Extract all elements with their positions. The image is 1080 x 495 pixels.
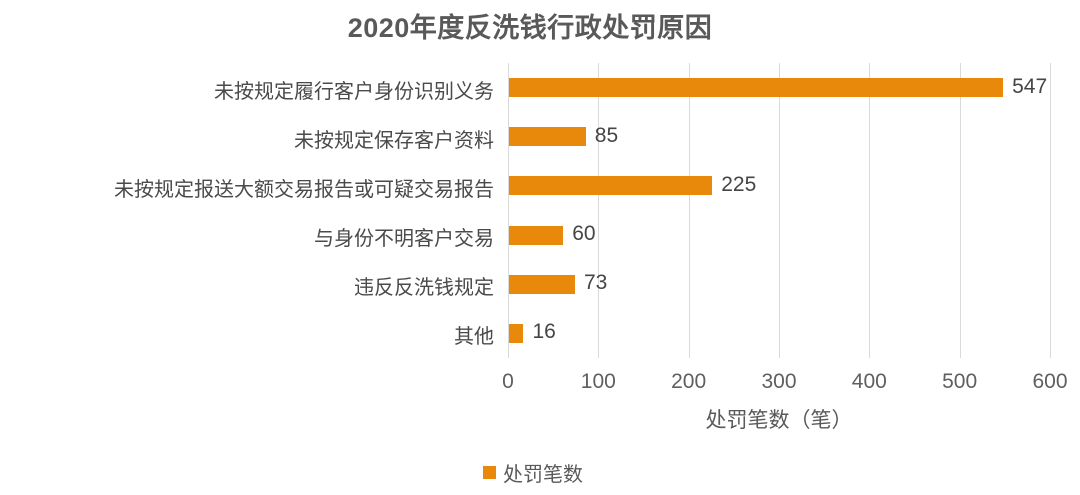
gridline: [508, 63, 509, 358]
bar: [509, 274, 575, 294]
gridline: [1050, 63, 1051, 358]
x-axis-title: 处罚笔数（笔）: [705, 409, 853, 432]
gridline: [688, 63, 690, 358]
bar: [509, 176, 713, 196]
category-label: 其他: [454, 326, 494, 349]
category-label: 未按规定报送大额交易报告或可疑交易报告: [114, 178, 494, 201]
x-tick-label: 300: [761, 370, 797, 393]
x-tick-label: 500: [942, 370, 978, 393]
gridline: [779, 63, 780, 358]
data-label: 225: [721, 172, 757, 196]
x-tick-label: 400: [851, 370, 887, 393]
data-label: 85: [594, 123, 619, 147]
legend-label: 处罚笔数: [503, 464, 583, 486]
data-label: 73: [583, 271, 608, 295]
bar: [509, 127, 586, 147]
data-label: 16: [532, 320, 556, 344]
data-label: 60: [572, 222, 596, 246]
chart-title: 2020年度反洗钱行政处罚原因: [347, 13, 713, 43]
legend: 处罚笔数: [483, 458, 583, 487]
gridline: [598, 63, 600, 358]
gridline: [959, 63, 961, 358]
data-label: 547: [1012, 74, 1048, 98]
category-label: 未按规定履行客户身份识别义务: [214, 80, 494, 103]
x-tick-label: 200: [671, 370, 707, 393]
category-label: 违反反洗钱规定: [354, 277, 494, 300]
x-tick-label: 600: [1032, 370, 1068, 393]
bar: [509, 323, 524, 343]
x-tick-label: 100: [580, 370, 616, 393]
bar: [509, 78, 1004, 98]
x-tick-label: 0: [502, 370, 514, 393]
bar: [509, 225, 564, 245]
gridline: [869, 63, 871, 358]
legend-swatch-icon: [483, 466, 496, 479]
category-label: 与身份不明客户交易: [314, 228, 494, 251]
category-label: 未按规定保存客户资料: [294, 129, 494, 152]
